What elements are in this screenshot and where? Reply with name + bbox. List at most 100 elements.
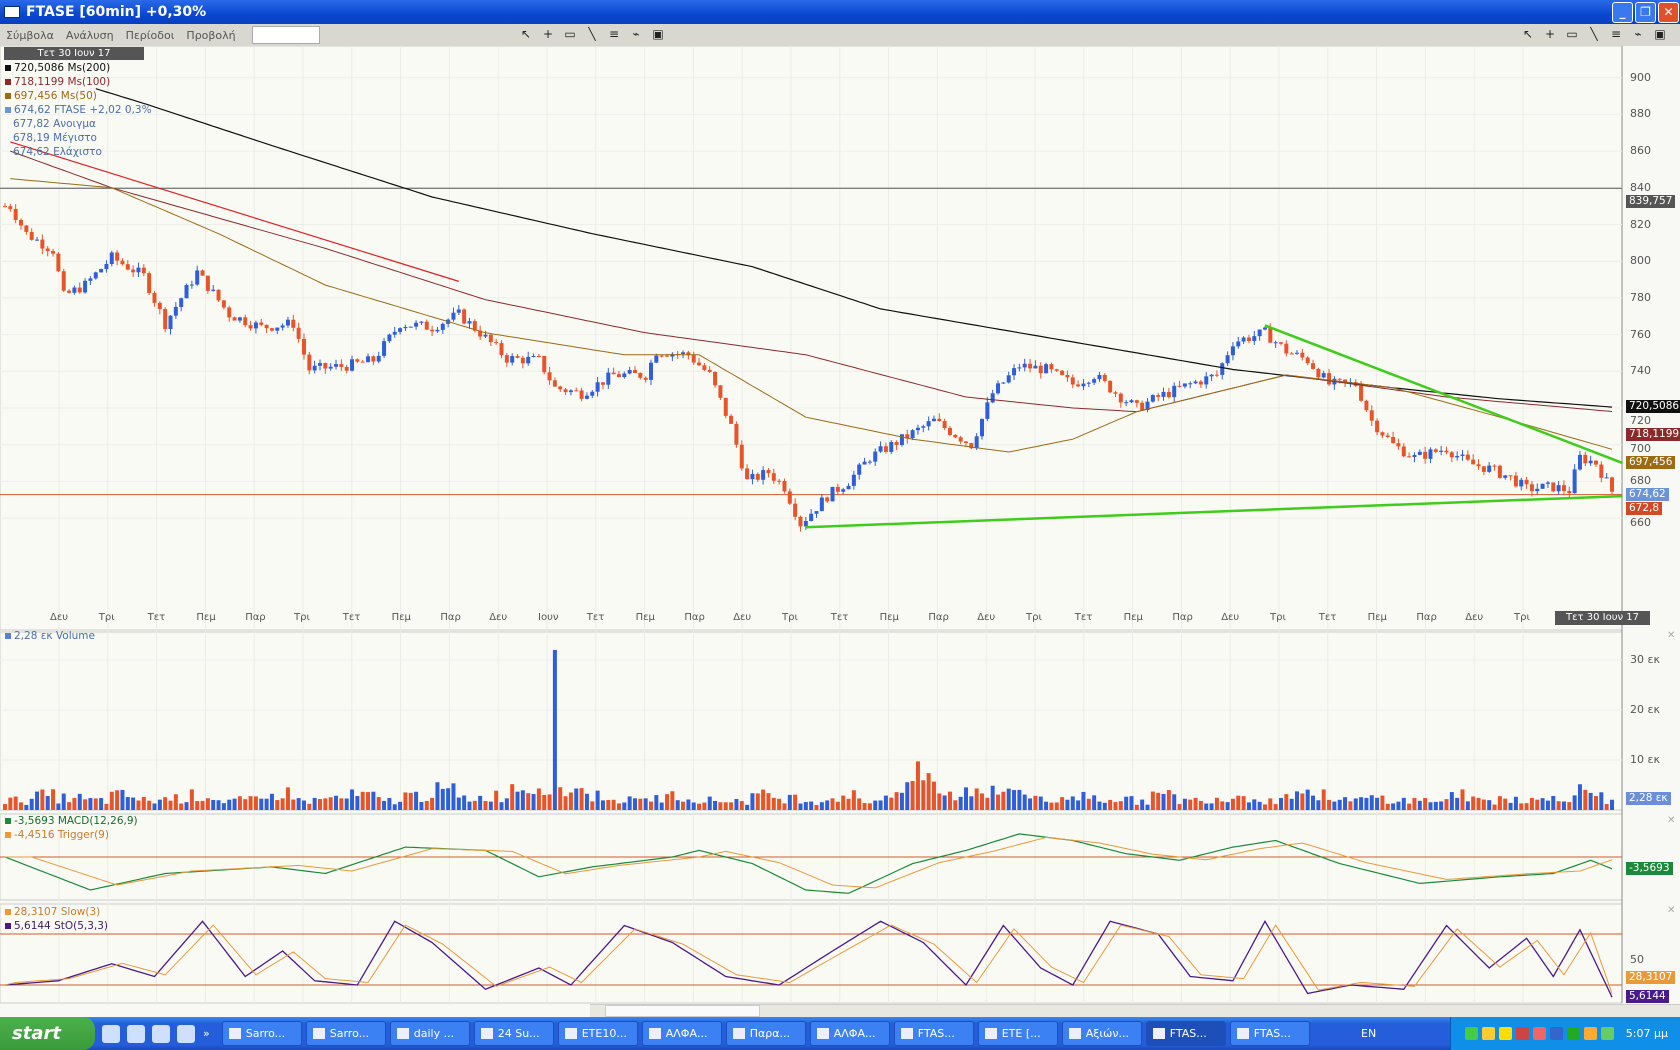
taskbar-item[interactable]: FTAS... [893, 1021, 974, 1046]
rectangle-icon[interactable]: ▭ [1566, 27, 1578, 41]
candle-down [1076, 384, 1081, 387]
crosshair-icon[interactable]: + [1544, 27, 1556, 41]
language-indicator[interactable]: EN [1361, 1027, 1377, 1040]
volume-bar [211, 799, 216, 810]
volume-bar [1471, 796, 1476, 810]
volume-bar [1033, 795, 1038, 810]
taskbar-item[interactable]: daily ... [389, 1021, 470, 1046]
legend-ma100: 718,1199 Ms(100) [5, 75, 152, 89]
candle-down [1476, 464, 1481, 467]
volume-bar [899, 792, 904, 810]
taskbar-item[interactable]: ΑΛΦΑ... [809, 1021, 890, 1046]
volume-bar [1134, 804, 1139, 810]
ie-icon[interactable] [102, 1024, 120, 1043]
menu-bar: Σύμβολα Ανάλυση Περίοδοι Προβολή [0, 24, 1680, 46]
cursor-date-axis-label: Τετ 30 Ιουν 17 [1555, 611, 1650, 625]
candle-down [51, 251, 56, 254]
save-icon[interactable]: ▣ [1654, 27, 1666, 41]
candle-up [350, 359, 355, 371]
volume-bar [179, 803, 184, 810]
close-panel-icon[interactable]: ✕ [1667, 630, 1676, 641]
scrollbar-thumb[interactable] [605, 1005, 760, 1017]
volume-bar [1529, 797, 1534, 810]
volume-bar [787, 794, 792, 810]
time-tick-label: Πεμ [1367, 612, 1387, 623]
desktop-icon[interactable] [177, 1024, 195, 1043]
minimize-button[interactable]: _ [1612, 2, 1633, 23]
taskbar-item[interactable]: 24 Su... [473, 1021, 554, 1046]
volume-bar [568, 792, 573, 810]
app-icon[interactable] [152, 1024, 170, 1043]
chart-icon[interactable]: ⌁ [1634, 27, 1642, 41]
time-tick-label: Τρι [782, 612, 798, 623]
menu-symbols[interactable]: Σύμβολα [6, 28, 54, 42]
candle-up [1257, 329, 1262, 337]
window-icon [312, 1028, 325, 1039]
candle-down [969, 443, 974, 449]
candle-up [253, 322, 258, 329]
volume-bar [926, 773, 931, 810]
save-icon[interactable]: ▣ [652, 27, 664, 41]
volume-bar [355, 796, 360, 810]
horizontal-lines-icon[interactable]: ≡ [1610, 27, 1622, 41]
line-icon[interactable]: ╲ [588, 27, 596, 41]
horizontal-scrollbar[interactable] [590, 1004, 1680, 1017]
candle-down [1102, 374, 1107, 381]
candle-up [72, 287, 77, 293]
taskbar-item[interactable]: FTAS... [1145, 1021, 1226, 1046]
crosshair-icon[interactable]: + [542, 27, 554, 41]
volume-bar [312, 797, 317, 810]
pointer-icon[interactable]: ↖ [520, 27, 532, 41]
volume-bar [1588, 792, 1593, 810]
chart-icon[interactable]: ⌁ [632, 27, 640, 41]
volume-bar [195, 801, 200, 810]
menu-analysis[interactable]: Ανάλυση [65, 28, 114, 42]
tray-icon [1549, 1027, 1563, 1040]
rectangle-icon[interactable]: ▭ [564, 27, 576, 41]
close-button[interactable]: ✕ [1658, 2, 1679, 23]
macd-legend: -3,5693 MACD(12,26,9) -4,4516 Trigger(9) [5, 814, 138, 842]
volume-bar [499, 802, 504, 810]
candle-up [1209, 374, 1214, 377]
start-button[interactable]: start [0, 1017, 95, 1050]
volume-bar [1348, 801, 1353, 810]
candle-up [584, 395, 589, 399]
candle-up [1161, 391, 1166, 397]
close-panel-icon[interactable]: ✕ [1667, 905, 1676, 916]
time-tick-label: Παρ [1172, 612, 1193, 623]
menu-view[interactable]: Προβολή [186, 28, 236, 42]
taskbar-item[interactable]: Sarro... [305, 1021, 386, 1046]
taskbar-item[interactable]: FTAS... [1229, 1021, 1310, 1046]
symbol-input[interactable] [251, 26, 320, 44]
close-panel-icon[interactable]: ✕ [1667, 815, 1676, 826]
candle-down [1118, 393, 1123, 403]
horizontal-lines-icon[interactable]: ≡ [608, 27, 620, 41]
menu-periods[interactable]: Περίοδοι [125, 28, 175, 42]
taskbar-item[interactable]: ETE10... [557, 1021, 638, 1046]
volume-bar [793, 794, 798, 810]
taskbar-item[interactable]: Παρα... [725, 1021, 806, 1046]
time-tick-label: Τρι [294, 612, 310, 623]
volume-bar [40, 789, 45, 810]
volume-bar [915, 761, 920, 810]
candle-down [1065, 374, 1070, 378]
taskbar-item[interactable]: ETE [... [977, 1021, 1058, 1046]
volume-bar [579, 788, 584, 810]
taskbar-item[interactable]: ΑΛΦΑ... [641, 1021, 722, 1046]
chart-area[interactable] [0, 46, 1680, 1004]
volume-bar [1444, 799, 1449, 810]
candle-down [1449, 452, 1454, 458]
volume-bar [702, 802, 707, 810]
taskbar-item[interactable]: Sarro... [221, 1021, 302, 1046]
pointer-icon[interactable]: ↖ [1522, 27, 1534, 41]
taskbar-item[interactable]: Αξιών... [1061, 1021, 1142, 1046]
volume-bar [1551, 795, 1556, 810]
restore-button[interactable]: ❐ [1635, 2, 1656, 23]
quicklaunch-more-icon[interactable]: » [203, 1027, 210, 1040]
candle-up [1577, 454, 1582, 470]
line-icon[interactable]: ╲ [1590, 27, 1598, 41]
legend-price: 674,62 FTASE +2,02 0,3% [5, 103, 152, 117]
volume-bar [1295, 791, 1300, 810]
browser-icon[interactable] [127, 1024, 145, 1043]
title-bar: FTASE [60min] +0,30% _ ❐ ✕ [0, 0, 1680, 24]
